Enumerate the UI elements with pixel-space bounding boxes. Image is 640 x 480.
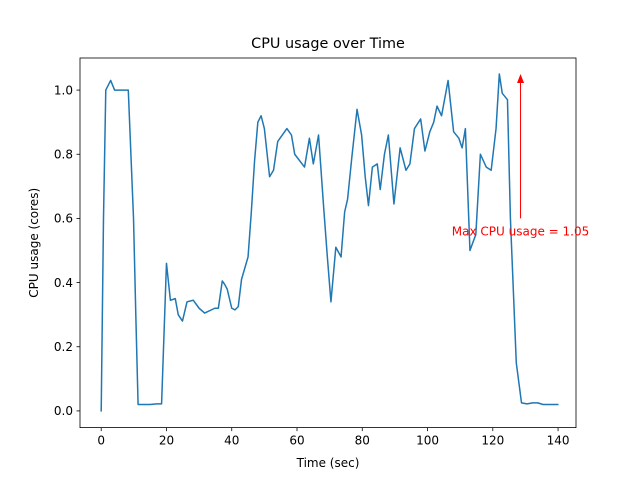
x-tick-label: 20	[159, 434, 174, 448]
chart-title: CPU usage over Time	[251, 36, 405, 52]
y-tick-label: 0.2	[54, 340, 73, 354]
plot-area	[100, 73, 559, 412]
x-axis-label: Time (sec)	[296, 456, 360, 470]
y-tick-label: 0.0	[54, 404, 73, 418]
cpu-usage-line	[100, 73, 559, 412]
y-tick-label: 0.8	[54, 148, 73, 162]
y-axis: 0.0 0.2 0.4 0.6 0.8 1.0	[54, 83, 80, 418]
y-tick-label: 1.0	[54, 83, 73, 97]
x-tick-label: 80	[355, 434, 370, 448]
x-tick-label: 0	[97, 434, 105, 448]
annotation-layer: Max CPU usage = 1.05	[452, 74, 589, 238]
x-tick-label: 120	[481, 434, 504, 448]
y-tick-label: 0.4	[54, 276, 73, 290]
y-axis-label: CPU usage (cores)	[27, 188, 41, 298]
x-tick-label: 40	[224, 434, 239, 448]
max-cpu-annotation: Max CPU usage = 1.05	[452, 224, 589, 238]
x-axis: 0 20 40 60 80 100 120 140	[97, 427, 570, 448]
x-tick-label: 60	[289, 434, 304, 448]
axes-frame	[79, 57, 577, 429]
y-tick-label: 0.6	[54, 212, 73, 226]
x-tick-label: 140	[547, 434, 570, 448]
annotation-arrow-head	[517, 74, 525, 84]
x-tick-label: 100	[416, 434, 439, 448]
